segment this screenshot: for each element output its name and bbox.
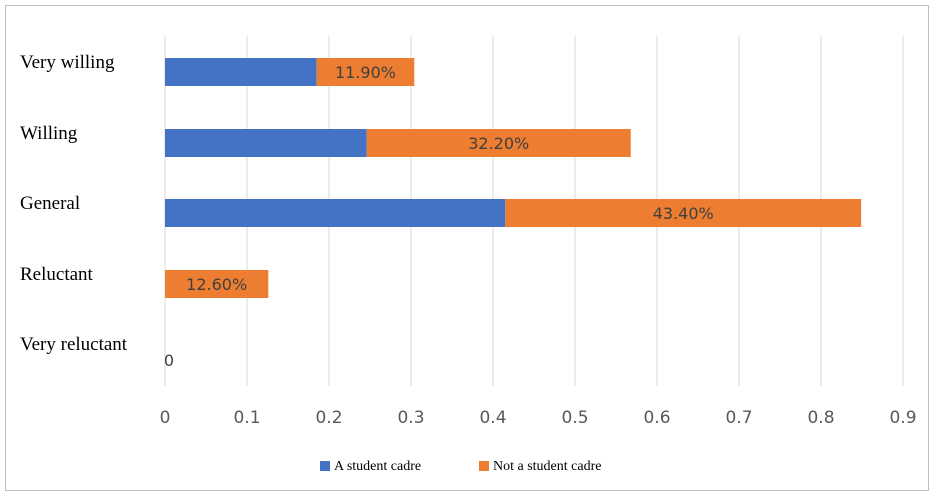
data-labels: 11.90% 32.20% 43.40% 12.60% 0 bbox=[164, 63, 714, 370]
category-label: Willing bbox=[20, 123, 78, 144]
legend-label: Not a student cadre bbox=[493, 459, 601, 474]
x-tick-label: 0.7 bbox=[725, 408, 752, 428]
x-tick-label: 0.9 bbox=[889, 408, 916, 428]
bar-segment bbox=[316, 58, 415, 86]
x-tick-label: 0.2 bbox=[315, 408, 342, 428]
bar-segment bbox=[165, 58, 317, 86]
category-label: Very reluctant bbox=[20, 334, 128, 355]
category-label: Reluctant bbox=[20, 264, 94, 285]
category-labels: Very willing Willing General Reluctant Very … bbox=[20, 52, 128, 355]
data-label: 11.90% bbox=[335, 63, 396, 82]
data-label: 0 bbox=[164, 351, 174, 370]
legend: A student cadre Not a student cadre bbox=[320, 459, 601, 474]
x-tick-label: 0.1 bbox=[233, 408, 260, 428]
x-tick-label: 0 bbox=[160, 408, 171, 428]
legend-swatch bbox=[479, 461, 489, 471]
bar-segment bbox=[165, 270, 269, 298]
legend-swatch bbox=[320, 461, 330, 471]
legend-label: A student cadre bbox=[334, 459, 421, 474]
bar-segment bbox=[165, 199, 506, 227]
bars bbox=[165, 58, 862, 298]
data-label: 32.20% bbox=[468, 134, 529, 153]
chart-frame: 11.90% 32.20% 43.40% 12.60% 0 Very willing Wi… bbox=[5, 5, 929, 491]
bar-segment bbox=[165, 129, 367, 157]
bar-segment bbox=[505, 199, 862, 227]
x-tick-label: 0.5 bbox=[561, 408, 588, 428]
x-tick-label: 0.3 bbox=[397, 408, 424, 428]
stacked-bar-chart: 11.90% 32.20% 43.40% 12.60% 0 Very willing Wi… bbox=[20, 36, 917, 474]
x-axis-ticks: 0 0.1 0.2 0.3 0.4 0.5 0.6 0.7 0.8 0.9 bbox=[160, 408, 917, 428]
bar-segment bbox=[366, 129, 631, 157]
category-label: General bbox=[20, 193, 80, 214]
x-tick-label: 0.6 bbox=[643, 408, 670, 428]
data-label: 12.60% bbox=[186, 275, 247, 294]
data-label: 43.40% bbox=[653, 204, 714, 223]
x-tick-label: 0.8 bbox=[807, 408, 834, 428]
x-tick-label: 0.4 bbox=[479, 408, 506, 428]
category-label: Very willing bbox=[20, 52, 115, 73]
